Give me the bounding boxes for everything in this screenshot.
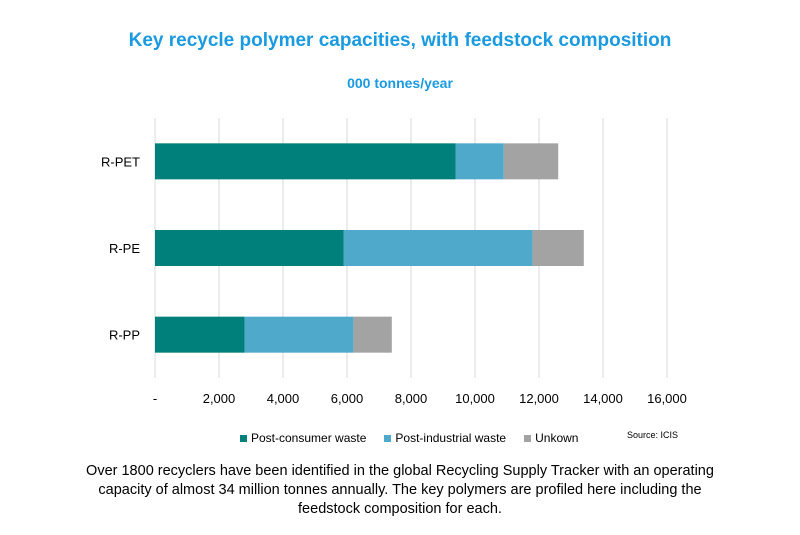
source-note: Source: ICIS bbox=[627, 430, 679, 440]
y-category-label: R-PP bbox=[109, 328, 140, 343]
bar-segment bbox=[155, 143, 456, 180]
legend-label: Unkown bbox=[535, 431, 579, 445]
legend-label: Post-industrial waste bbox=[395, 431, 507, 445]
legend-swatch bbox=[240, 434, 247, 442]
chart-title: Key recycle polymer capacities, with fee… bbox=[128, 30, 672, 51]
bar-segment bbox=[343, 230, 533, 266]
x-tick-label: 12,000 bbox=[519, 391, 559, 406]
x-tick-label: 8,000 bbox=[395, 391, 428, 406]
bar-segment bbox=[532, 230, 584, 266]
bar-segment bbox=[353, 316, 392, 353]
x-tick-label: 14,000 bbox=[583, 391, 623, 406]
x-tick-label: 6,000 bbox=[331, 391, 364, 406]
bar-segment bbox=[155, 230, 344, 266]
chart-subtitle: 000 tonnes/year bbox=[347, 75, 453, 91]
legend-item-post-industrial: Post-industrial waste bbox=[384, 431, 506, 445]
x-tick-label: 2,000 bbox=[203, 391, 236, 406]
chart-legend: Post-consumer waste Post-industrial wast… bbox=[240, 431, 578, 445]
x-tick-label: - bbox=[153, 391, 157, 406]
bar-segment bbox=[244, 316, 354, 353]
x-tick-label: 10,000 bbox=[455, 391, 495, 406]
bar-segment bbox=[455, 143, 504, 180]
bar-segment bbox=[503, 143, 559, 180]
legend-item-post-consumer: Post-consumer waste bbox=[240, 431, 366, 445]
chart-caption: Over 1800 recyclers have been identified… bbox=[86, 463, 714, 517]
legend-swatch bbox=[384, 434, 392, 442]
legend-item-unknown: Unkown bbox=[524, 431, 578, 445]
x-tick-label: 4,000 bbox=[267, 391, 300, 406]
y-category-label: R-PE bbox=[109, 241, 140, 256]
y-category-label: R-PET bbox=[101, 154, 140, 169]
legend-label: Post-consumer waste bbox=[251, 431, 367, 445]
legend-swatch bbox=[524, 434, 532, 442]
bar-segment bbox=[155, 316, 245, 353]
chart-plot: - 2,000 4,000 6,000 8,000 10,000 12,000 14,000 1… bbox=[101, 118, 687, 406]
x-tick-label: 16,000 bbox=[647, 391, 687, 406]
